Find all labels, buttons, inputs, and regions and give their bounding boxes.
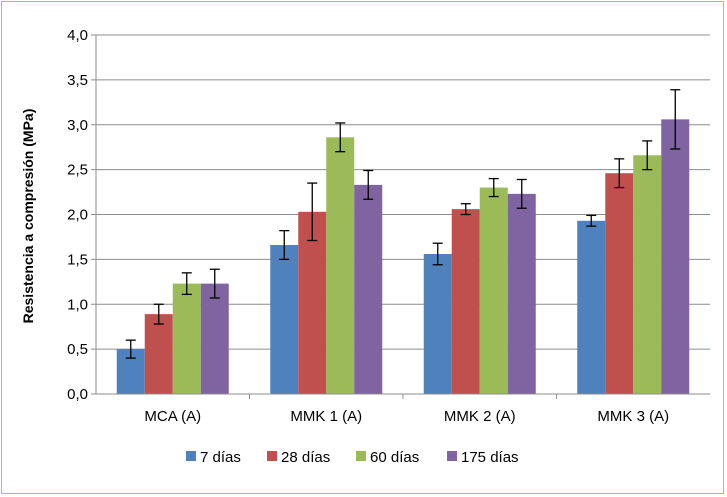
bar bbox=[298, 211, 327, 394]
bar bbox=[172, 283, 201, 394]
y-tick-label: 3,5 bbox=[67, 72, 88, 89]
bar bbox=[577, 220, 606, 394]
y-tick-label: 4,0 bbox=[67, 27, 88, 44]
bar bbox=[661, 119, 690, 395]
x-tick-label: MMK 1 (A) bbox=[290, 408, 362, 425]
error-bars bbox=[125, 89, 681, 359]
legend-label: 60 días bbox=[370, 449, 419, 466]
y-axis-title: Resistencia a compresión (MPa) bbox=[20, 109, 36, 324]
bars bbox=[116, 119, 690, 395]
y-tick-label: 2,5 bbox=[67, 162, 88, 179]
legend-label: 175 días bbox=[461, 449, 519, 466]
bar bbox=[633, 155, 662, 394]
bar bbox=[270, 245, 299, 394]
bar bbox=[451, 209, 480, 394]
y-tick-label: 1,5 bbox=[67, 251, 88, 268]
y-tick-label: 2,0 bbox=[67, 207, 88, 224]
y-tick-label: 0,0 bbox=[67, 386, 88, 403]
legend-swatch bbox=[267, 451, 277, 461]
bar bbox=[507, 193, 536, 394]
y-tick-labels: 0,0 0,5 1,0 1,5 2,0 2,5 3,0 3,5 4,0 bbox=[67, 27, 88, 403]
legend-swatch bbox=[356, 451, 366, 461]
bar bbox=[354, 184, 383, 394]
y-tick-label: 1,0 bbox=[67, 296, 88, 313]
x-tick-label: MMK 2 (A) bbox=[444, 408, 516, 425]
bar bbox=[479, 187, 508, 394]
legend-label: 7 días bbox=[200, 449, 241, 466]
axes bbox=[95, 35, 710, 399]
y-tick-label: 3,0 bbox=[67, 117, 88, 134]
x-tick-label: MCA (A) bbox=[144, 408, 201, 425]
bar bbox=[423, 253, 452, 394]
x-tick-labels: MCA (A) MMK 1 (A) MMK 2 (A) MMK 3 (A) bbox=[144, 408, 669, 425]
bar bbox=[144, 314, 173, 394]
y-tick-label: 0,5 bbox=[67, 341, 88, 358]
x-tick-label: MMK 3 (A) bbox=[597, 408, 669, 425]
bar bbox=[200, 283, 229, 394]
bar bbox=[605, 173, 634, 394]
legend-swatch bbox=[186, 451, 196, 461]
bar bbox=[326, 137, 355, 394]
legend-swatch bbox=[447, 451, 457, 461]
legend-label: 28 días bbox=[281, 449, 330, 466]
legend: 7 días 28 días 60 días 175 días bbox=[186, 449, 519, 466]
